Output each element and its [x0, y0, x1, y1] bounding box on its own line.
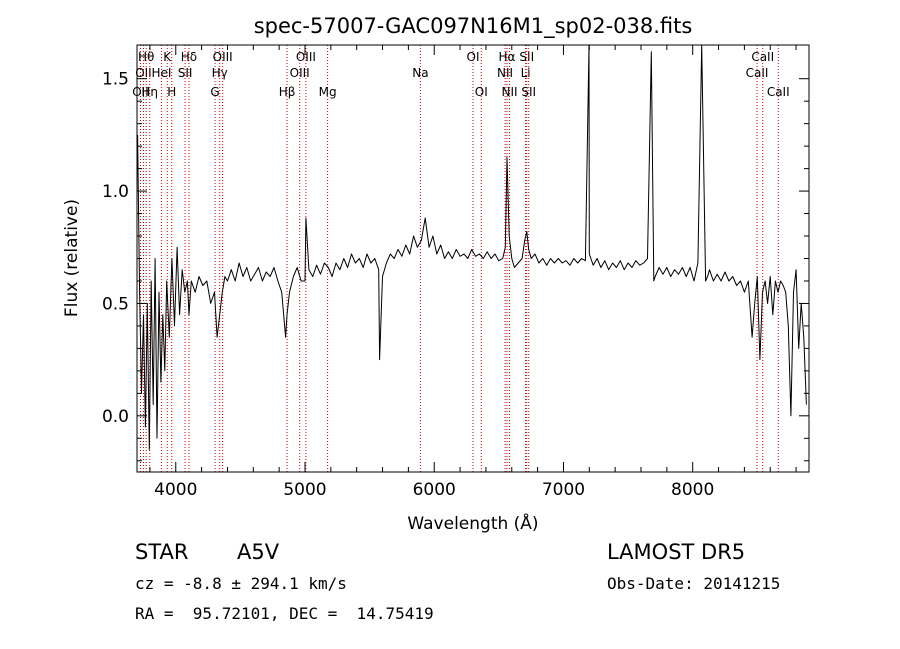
- spectral-line-label: CaII: [767, 85, 790, 99]
- spectral-line-label: HeI: [151, 66, 171, 80]
- y-tick-label: 0.5: [102, 294, 129, 314]
- x-tick-label: 4000: [154, 480, 197, 500]
- spectral-line-label: Hδ: [181, 50, 197, 64]
- x-tick-label: 6000: [413, 480, 456, 500]
- spectral-line-label: K: [163, 50, 172, 64]
- spectral-line-label: OII: [132, 85, 149, 99]
- axis-ticks: 4000 5000 6000 7000 8000 0.0 0.5 1.0 1.5: [102, 45, 809, 500]
- spectral-line-label: Hθ: [138, 50, 154, 64]
- redshift-cz: cz = -8.8 ± 294.1 km/s: [135, 574, 347, 593]
- spectrum-series: [137, 44, 807, 450]
- object-subclass: A5V: [237, 540, 280, 564]
- spectral-line-label: Hη: [141, 85, 158, 99]
- spectral-line-label: NII: [502, 85, 518, 99]
- x-axis-label: Wavelength (Å): [407, 512, 538, 534]
- spectral-line-label: SII: [178, 66, 193, 80]
- spectral-line-label: Na: [412, 66, 428, 80]
- survey-name: LAMOST DR5: [607, 540, 746, 564]
- spectral-line-label: Hβ: [279, 85, 296, 99]
- spectral-line-label: NII: [497, 66, 513, 80]
- spectral-line-markers: OIIOIIHθHηHeIKHSIIHδGHγOIIIHβOIIIOIIIMgN…: [132, 45, 790, 472]
- spectral-line-label: Hα: [499, 50, 516, 64]
- x-tick-label: 8000: [671, 480, 714, 500]
- observation-date: Obs-Date: 20141215: [607, 574, 781, 593]
- spectrum-line: [137, 44, 807, 450]
- spectral-line-label: SII: [521, 85, 536, 99]
- spectral-line-label: G: [210, 85, 219, 99]
- spectral-line-label: CaII: [751, 50, 774, 64]
- x-tick-label: 5000: [283, 480, 326, 500]
- spectral-line-label: Li: [521, 66, 531, 80]
- y-tick-label: 1.5: [102, 70, 129, 90]
- ra-dec-coordinates: RA = 95.72101, DEC = 14.75419: [135, 604, 434, 623]
- object-type: STAR: [135, 540, 189, 564]
- y-tick-label: 0.0: [102, 407, 129, 427]
- y-tick-label: 1.0: [102, 182, 129, 202]
- spectral-line-label: Hγ: [212, 66, 228, 80]
- spectral-line-label: OII: [135, 66, 152, 80]
- chart-title: spec-57007-GAC097N16M1_sp02-038.fits: [254, 14, 693, 39]
- x-tick-label: 7000: [542, 480, 585, 500]
- spectral-line-label: OIII: [296, 50, 316, 64]
- spectral-line-label: OI: [475, 85, 488, 99]
- spectral-line-label: CaII: [746, 66, 769, 80]
- y-axis-label: Flux (relative): [62, 199, 82, 317]
- spectral-line-label: OI: [467, 50, 480, 64]
- spectral-line-label: OIII: [290, 66, 310, 80]
- spectral-line-label: SII: [519, 50, 534, 64]
- spectral-line-label: OIII: [213, 50, 233, 64]
- spectral-line-label: H: [167, 85, 176, 99]
- spectral-line-label: Mg: [319, 85, 337, 99]
